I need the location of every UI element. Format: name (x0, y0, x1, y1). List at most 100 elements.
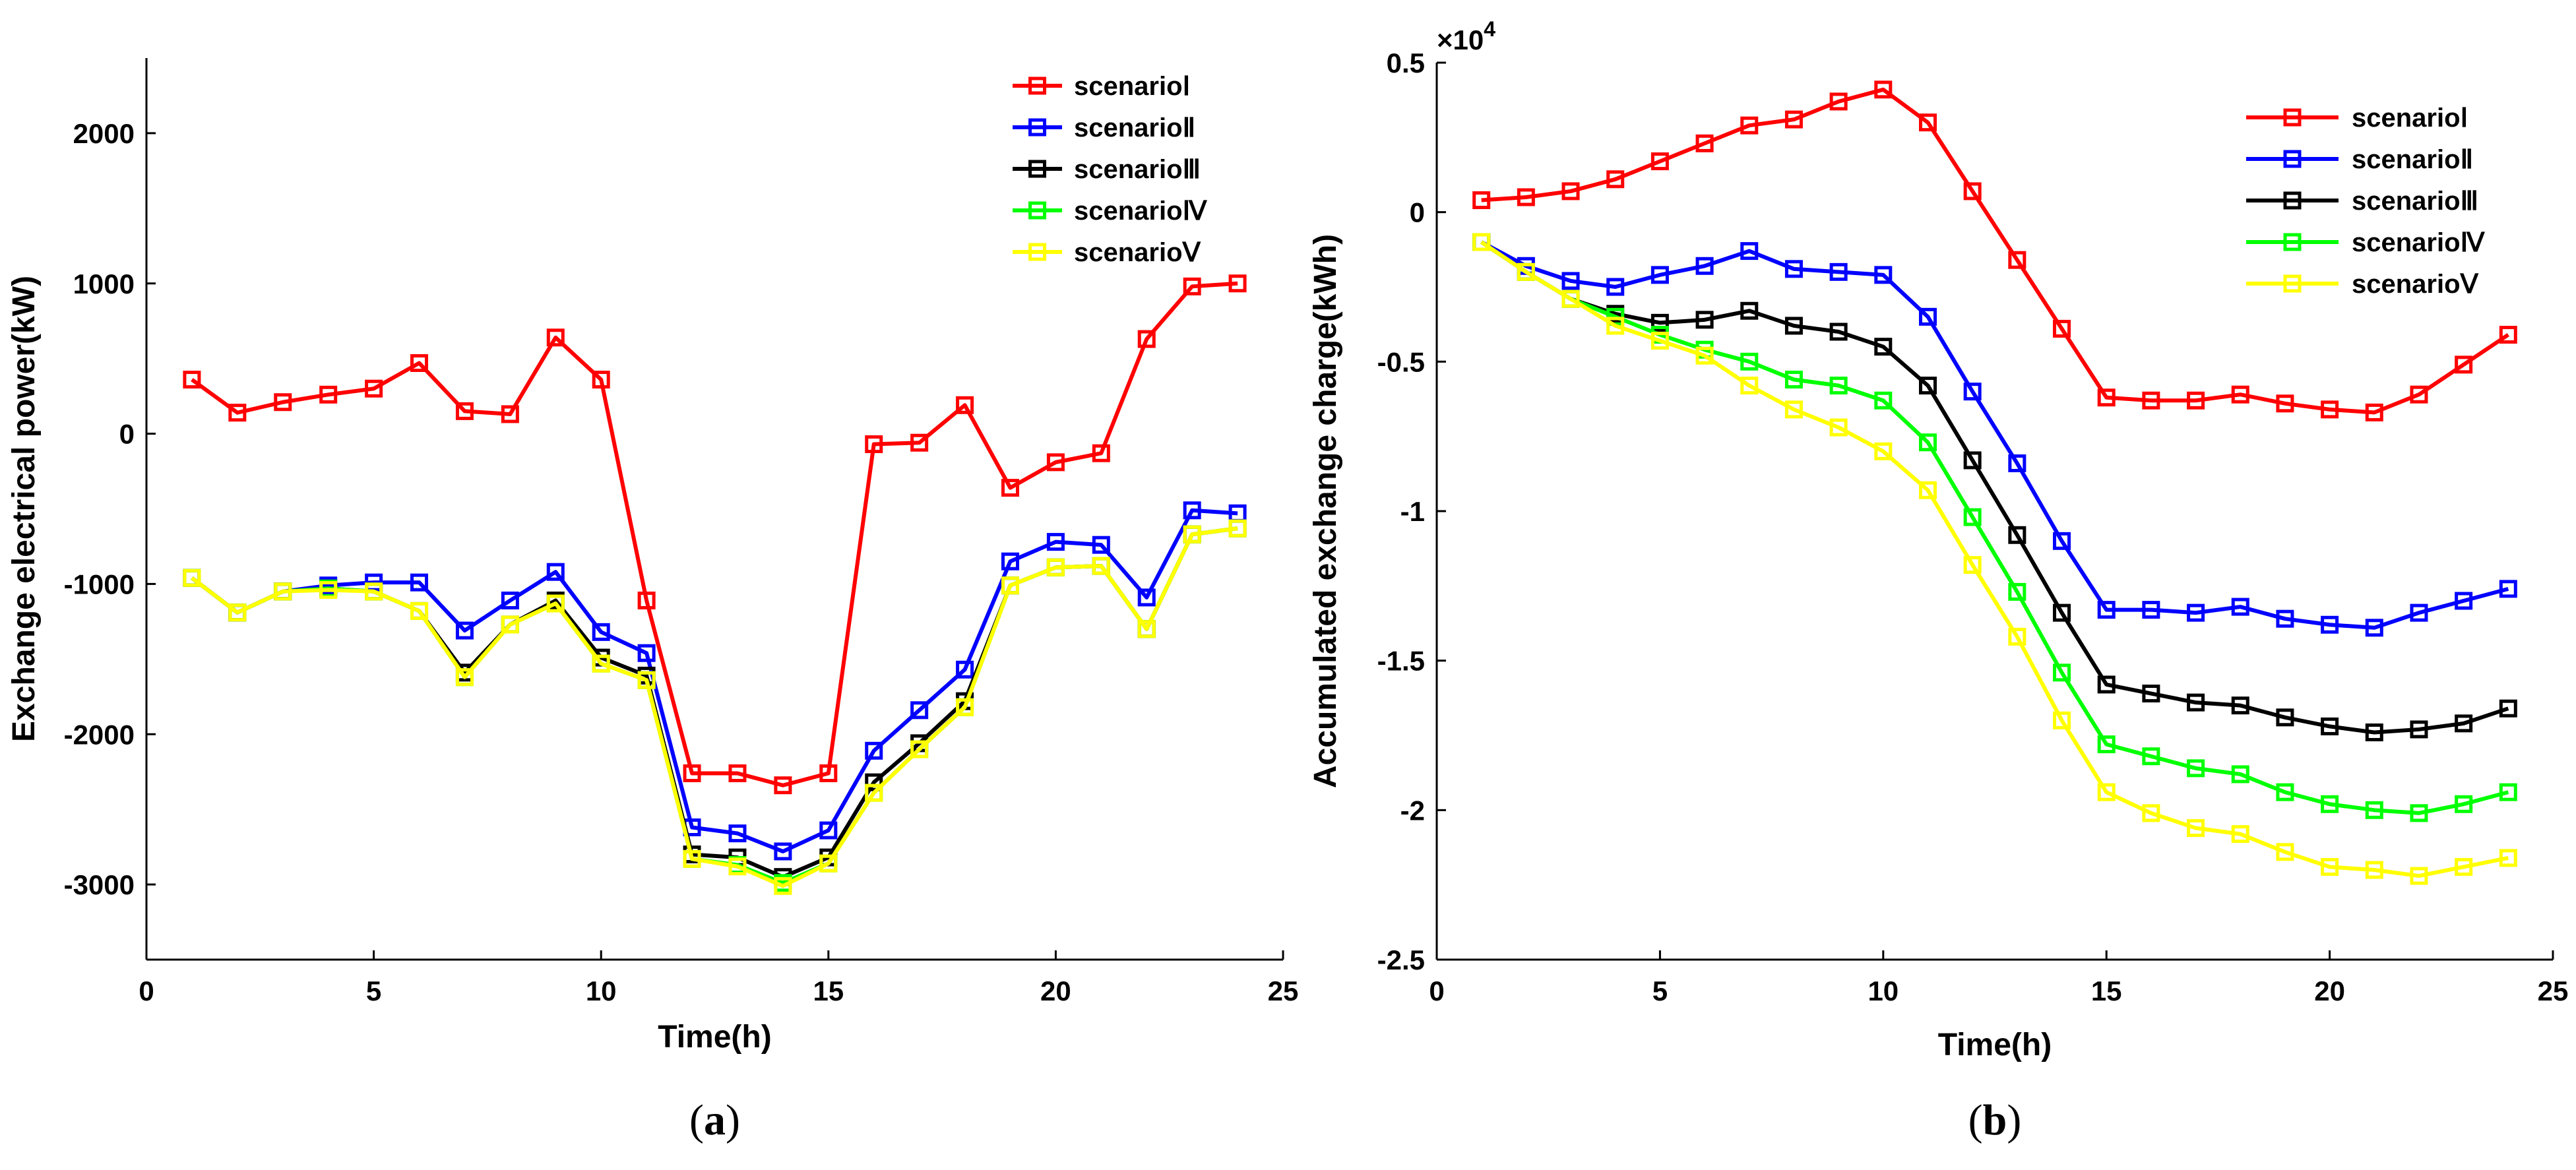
data-point-marker (1695, 311, 1714, 329)
data-point-marker (2097, 735, 2116, 754)
data-point-marker (2142, 685, 2160, 703)
legend-marker (2283, 191, 2302, 210)
x-tick-label: 10 (586, 975, 617, 1006)
data-point-marker (2410, 385, 2428, 404)
legend-marker (2283, 233, 2302, 251)
data-point-marker (1472, 233, 1491, 251)
data-point-marker (1046, 558, 1065, 576)
legend-marker (1028, 201, 1046, 220)
data-point-marker (2053, 532, 2071, 550)
data-point-marker (2231, 696, 2249, 715)
data-point-marker (956, 698, 974, 716)
legend-label: scenarioⅤ (2352, 270, 2479, 299)
legend-label: scenarioⅡ (1074, 113, 1195, 142)
series-line (1480, 240, 2509, 630)
data-point-marker (2365, 861, 2383, 879)
data-point-marker (2321, 400, 2339, 419)
legend-marker (1028, 160, 1046, 178)
data-point-marker (592, 654, 610, 673)
data-point-marker (2365, 801, 2383, 819)
data-point-marker (2053, 319, 2071, 338)
data-point-marker (2142, 391, 2160, 410)
series-1 (1472, 80, 2517, 421)
data-point-marker (637, 591, 656, 609)
data-point-marker (1650, 152, 1669, 171)
data-point-marker (728, 824, 747, 843)
data-point-marker (410, 573, 429, 592)
data-point-marker (546, 563, 565, 581)
data-point-marker (2008, 526, 2026, 544)
legend-label: scenarioⅠ (2352, 104, 2468, 133)
data-point-marker (637, 644, 656, 662)
data-point-marker (2410, 720, 2428, 739)
data-point-marker (183, 569, 201, 587)
data-point-marker (2053, 603, 2071, 622)
series-2 (1472, 233, 2517, 637)
series-line (1480, 240, 2509, 735)
data-point-marker (2321, 717, 2339, 735)
y-axis-label: Accumulated exchange charge(kWh) (1308, 234, 1343, 788)
data-point-marker (546, 594, 565, 613)
data-point-marker (1606, 278, 1625, 296)
series-4 (183, 519, 1247, 892)
data-point-marker (1784, 400, 1803, 419)
data-point-marker (1784, 260, 1803, 278)
data-point-marker (2276, 843, 2294, 861)
data-point-marker (819, 854, 838, 873)
caption-close-paren: ) (726, 1096, 740, 1144)
data-point-marker (1650, 313, 1669, 332)
data-point-marker (1561, 182, 1580, 200)
y-tick-label: -1.5 (1377, 646, 1425, 677)
data-point-marker (1046, 533, 1065, 551)
data-point-marker (1829, 92, 1848, 111)
data-point-marker (1874, 266, 1893, 284)
data-point-marker (1829, 262, 1848, 281)
chart-a: 0 5 10 15 20 25 -3000 -2000 -1000 0 1000 2000 Time(h… (7, 58, 1298, 1144)
data-point-marker (1874, 442, 1893, 460)
data-point-marker (1695, 134, 1714, 152)
data-point-marker (2365, 723, 2383, 741)
series-line (191, 508, 1238, 853)
data-point-marker (2499, 326, 2517, 344)
data-point-marker (2097, 388, 2116, 407)
data-point-marker (1963, 508, 1982, 526)
data-point-marker (683, 764, 701, 782)
series-5 (1472, 233, 2517, 885)
caption-open-paren: ( (689, 1096, 704, 1144)
y-tick-label: 0.5 (1387, 47, 1425, 78)
y-tick-label: 1000 (73, 268, 135, 299)
x-axis-label: Time(h) (658, 1020, 771, 1055)
data-point-marker (1137, 330, 1156, 348)
data-point-marker (455, 668, 474, 687)
caption-letter: a (704, 1096, 726, 1144)
data-point-marker (274, 393, 292, 412)
data-point-marker (2455, 592, 2473, 610)
data-point-marker (1001, 479, 1019, 497)
legend-marker (1028, 77, 1046, 95)
legend-label: scenarioⅠ (1074, 72, 1190, 101)
data-point-marker (2053, 711, 2071, 729)
data-point-marker (1963, 182, 1982, 200)
data-point-marker (865, 741, 883, 760)
data-point-marker (1650, 332, 1669, 350)
data-point-marker (2276, 708, 2294, 727)
data-point-marker (2276, 394, 2294, 413)
data-point-marker (1740, 352, 1759, 371)
x-tick-label: 0 (1429, 975, 1444, 1006)
data-point-marker (501, 615, 519, 634)
data-point-marker (1137, 588, 1156, 607)
chart-b: 0 5 10 15 20 25 -2.5 -2 -1.5 -1 -0.5 0 0.5 ×104 Time(h… (1308, 17, 2568, 1144)
data-point-marker (2008, 582, 2026, 601)
data-point-marker (1046, 453, 1065, 472)
y-tick-label: -2000 (64, 719, 135, 750)
data-point-marker (1874, 338, 1893, 356)
legend-label: scenarioⅤ (1074, 238, 1201, 267)
y-tick-label: -0.5 (1377, 346, 1425, 377)
legend-label: scenarioⅢ (1074, 155, 1201, 184)
x-axis-label: Time(h) (1938, 1028, 2052, 1062)
data-point-marker (183, 371, 201, 389)
data-point-marker (637, 671, 656, 689)
data-point-marker (728, 764, 747, 782)
data-point-marker (1829, 323, 1848, 341)
